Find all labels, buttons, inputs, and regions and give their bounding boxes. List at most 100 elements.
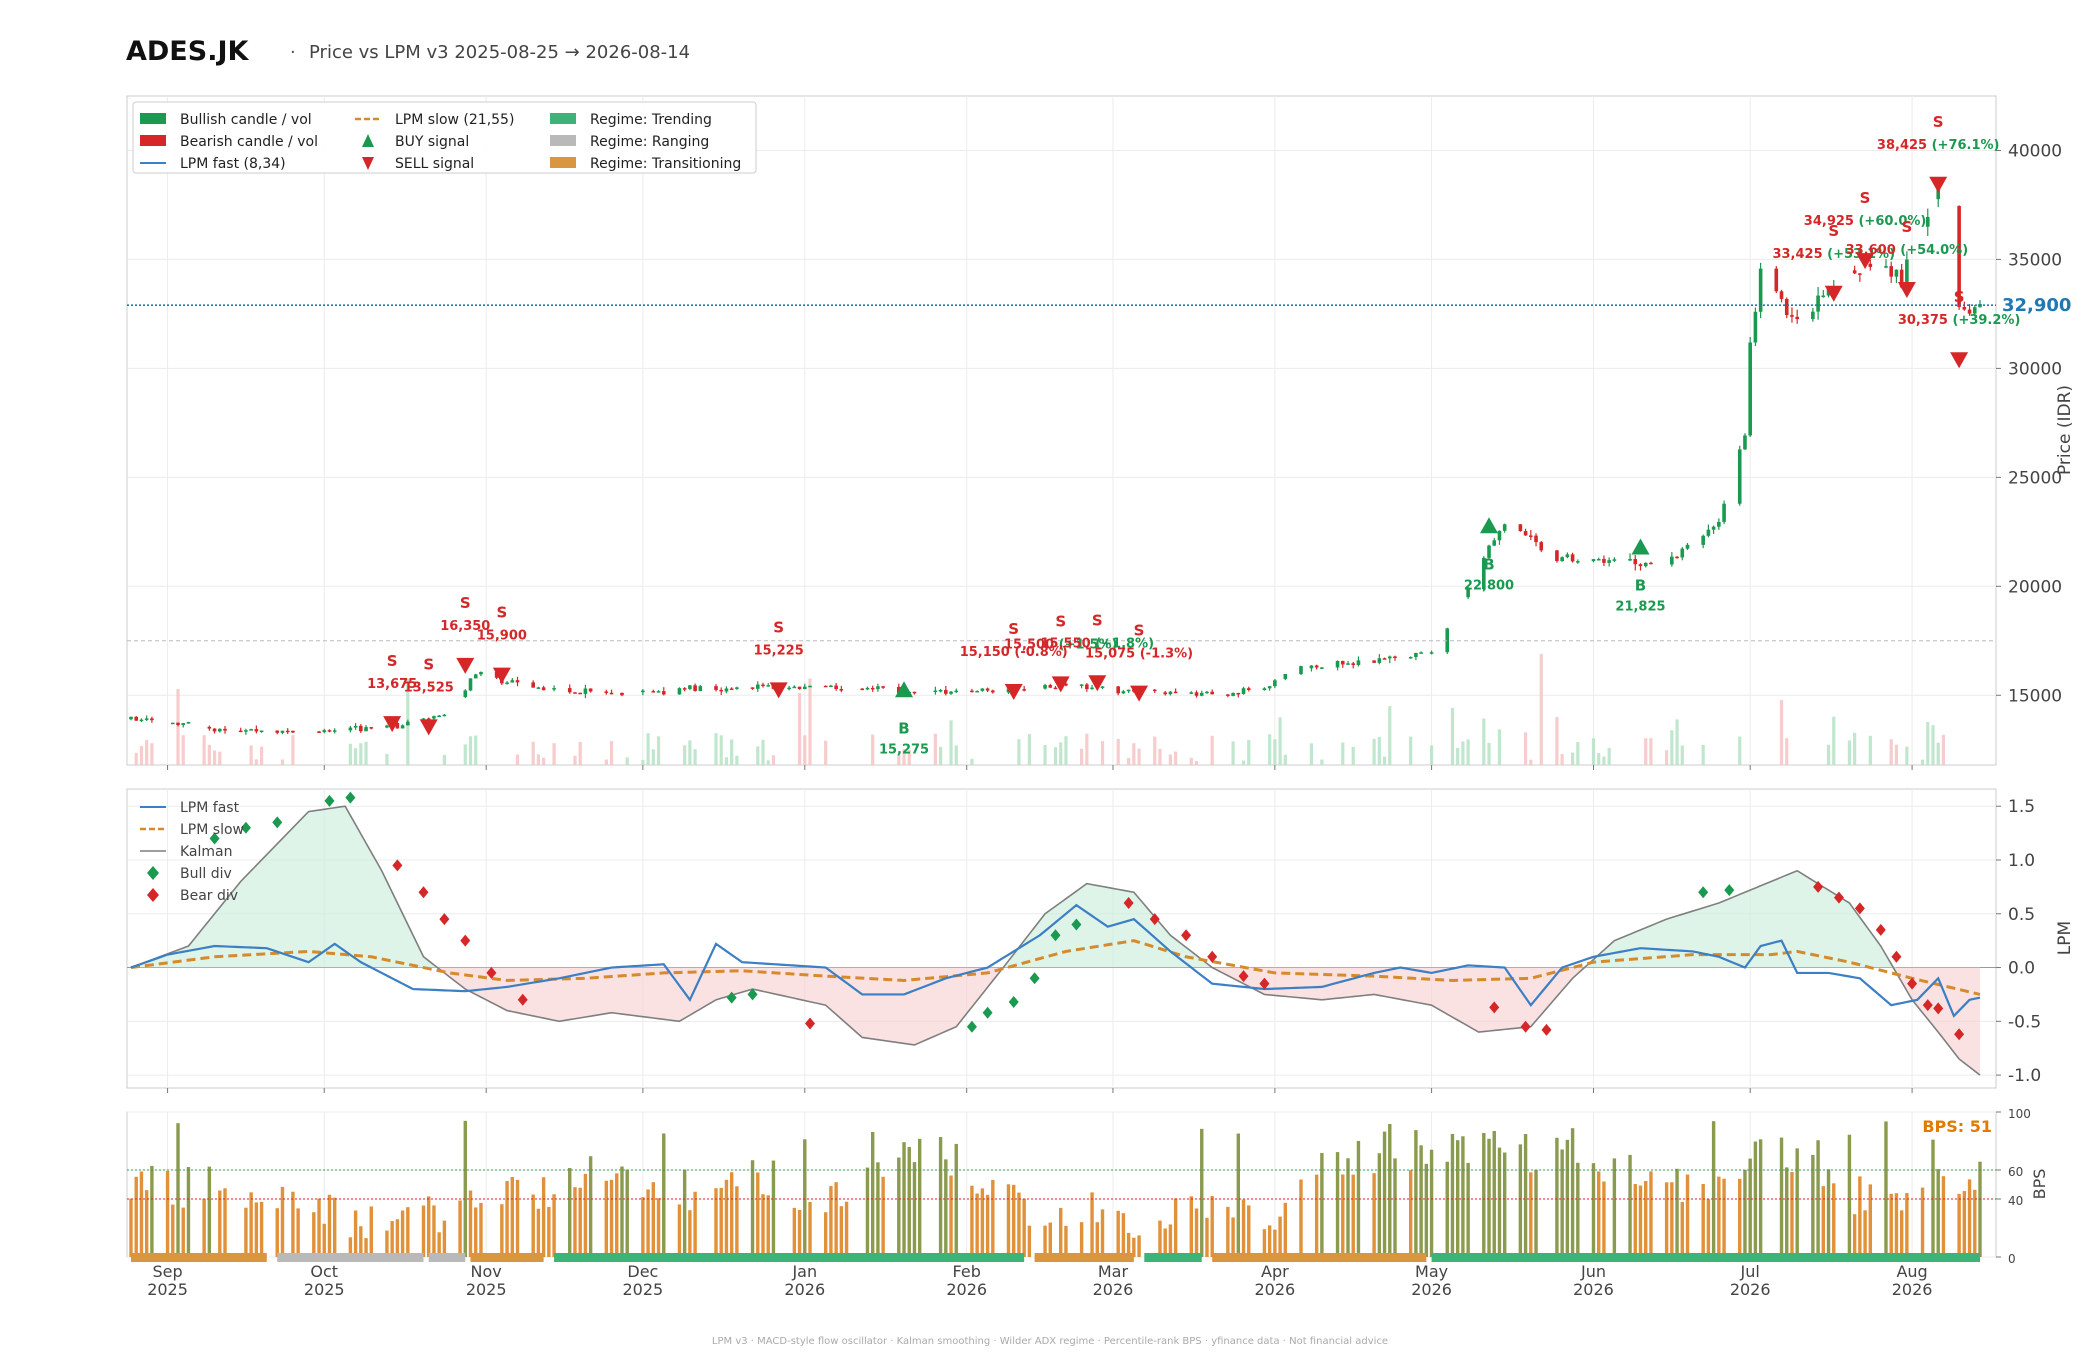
bps-bar bbox=[327, 1194, 332, 1257]
volume-bar bbox=[1273, 739, 1277, 765]
sell-signal-letter: S bbox=[496, 604, 507, 622]
candle-body bbox=[1889, 266, 1894, 277]
volume-bar bbox=[714, 733, 718, 765]
candle-body bbox=[1852, 270, 1857, 274]
sell-signal-price: 13,675 bbox=[367, 677, 417, 692]
volume-bar bbox=[1382, 756, 1387, 765]
candle-body bbox=[1539, 542, 1544, 551]
volume-bar bbox=[1926, 721, 1930, 765]
bps-bar bbox=[171, 1204, 175, 1257]
candle-body bbox=[1387, 656, 1392, 659]
regime-segment bbox=[428, 1253, 466, 1262]
candle-body bbox=[1189, 692, 1194, 694]
bull-div-marker bbox=[1008, 995, 1019, 1008]
candle-body bbox=[1429, 652, 1434, 654]
candle-body bbox=[1565, 554, 1570, 558]
candle-body bbox=[693, 685, 697, 691]
candle-body bbox=[468, 678, 473, 691]
bps-bar bbox=[735, 1186, 739, 1257]
sell-signal-price: 15,500 bbox=[1004, 637, 1054, 652]
sell-signal-letter: S bbox=[773, 618, 784, 636]
candle-body bbox=[1382, 658, 1387, 660]
bps-bar bbox=[803, 1139, 807, 1257]
bps-axis-label: BPS bbox=[2030, 1169, 2049, 1200]
candle-body bbox=[755, 684, 760, 689]
bull-div-marker bbox=[272, 816, 283, 829]
candle-body bbox=[829, 685, 833, 688]
volume-bar bbox=[207, 744, 211, 765]
lpm-legend-entry-label: LPM fast bbox=[180, 800, 240, 816]
candle-body bbox=[865, 687, 870, 690]
bps-bar bbox=[348, 1237, 353, 1257]
buy-signal-letter: B bbox=[1635, 577, 1646, 595]
candle-body bbox=[1633, 559, 1638, 565]
volume-bar bbox=[442, 754, 446, 765]
bps-bar bbox=[1795, 1148, 1799, 1257]
regime-segment bbox=[1144, 1253, 1202, 1262]
bps-bar bbox=[1408, 1170, 1413, 1257]
volume-bar bbox=[970, 758, 974, 765]
legend-entry-label: Regime: Ranging bbox=[590, 134, 709, 150]
bps-bar bbox=[1523, 1134, 1528, 1257]
bps-bar bbox=[1957, 1193, 1961, 1257]
bps-bar bbox=[625, 1169, 629, 1257]
volume-bar bbox=[1461, 741, 1465, 765]
candle-body bbox=[797, 686, 802, 690]
volume-bar bbox=[1174, 751, 1178, 765]
sell-signal-letter: S bbox=[1055, 612, 1066, 630]
bps-bar bbox=[1419, 1145, 1423, 1257]
bps-bar bbox=[1095, 1222, 1099, 1257]
candle-body bbox=[1168, 691, 1173, 695]
sell-signal-label: 34,925 (+60.0%) bbox=[1804, 214, 1927, 229]
bps-bar bbox=[1126, 1232, 1131, 1257]
bull-div-marker bbox=[209, 832, 220, 845]
volume-bar bbox=[1905, 746, 1909, 765]
bps-bar bbox=[991, 1179, 995, 1257]
candle-body bbox=[1612, 559, 1617, 561]
sell-signal-return: (+54.0%) bbox=[1896, 243, 1968, 258]
bps-bar bbox=[317, 1198, 321, 1257]
sell-signal-label: 15,500 (+1.5%) bbox=[1004, 637, 1118, 652]
candle-body bbox=[1706, 529, 1711, 536]
bear-div-marker bbox=[439, 913, 450, 926]
sell-signal-marker bbox=[419, 719, 438, 736]
regime-strip bbox=[131, 1253, 1980, 1262]
volume-bar bbox=[1920, 759, 1925, 765]
bps-bar bbox=[1194, 1208, 1199, 1257]
candle-body bbox=[1314, 665, 1319, 668]
candle-body bbox=[223, 728, 227, 731]
volume-bar bbox=[1555, 717, 1559, 765]
candle-body bbox=[353, 725, 358, 728]
candle-body bbox=[1534, 535, 1538, 543]
volume-bar bbox=[463, 744, 467, 765]
bps-bar bbox=[1278, 1216, 1282, 1257]
regime-segment bbox=[277, 1253, 424, 1262]
bps-bar bbox=[714, 1188, 718, 1257]
candle-body bbox=[1560, 557, 1564, 562]
candle-body bbox=[1356, 660, 1361, 666]
candle-body bbox=[317, 731, 321, 733]
bps-bar bbox=[1602, 1181, 1606, 1257]
volume-bar bbox=[1670, 730, 1674, 765]
candle-body bbox=[949, 691, 953, 694]
candle-body bbox=[1811, 311, 1815, 320]
bps-bar bbox=[1200, 1128, 1204, 1257]
volume-bar bbox=[1210, 735, 1214, 765]
bps-bar bbox=[1889, 1193, 1893, 1257]
bps-bar bbox=[1424, 1163, 1429, 1257]
x-tick-month: May bbox=[1415, 1262, 1448, 1281]
bps-bar bbox=[1006, 1184, 1011, 1257]
candle-body bbox=[1753, 311, 1758, 343]
bps-bar bbox=[604, 1180, 609, 1257]
candle-body bbox=[698, 686, 703, 691]
volume-bar bbox=[1372, 738, 1376, 765]
volume-bar bbox=[871, 734, 875, 765]
candle-body bbox=[823, 685, 828, 688]
bps-bar bbox=[432, 1205, 436, 1257]
lpm-tick-label: 0.0 bbox=[2008, 959, 2035, 979]
bps-bar bbox=[1466, 1162, 1470, 1257]
volume-bar bbox=[1127, 758, 1131, 765]
candle-body bbox=[1492, 540, 1497, 546]
bps-bar bbox=[1905, 1193, 1909, 1257]
